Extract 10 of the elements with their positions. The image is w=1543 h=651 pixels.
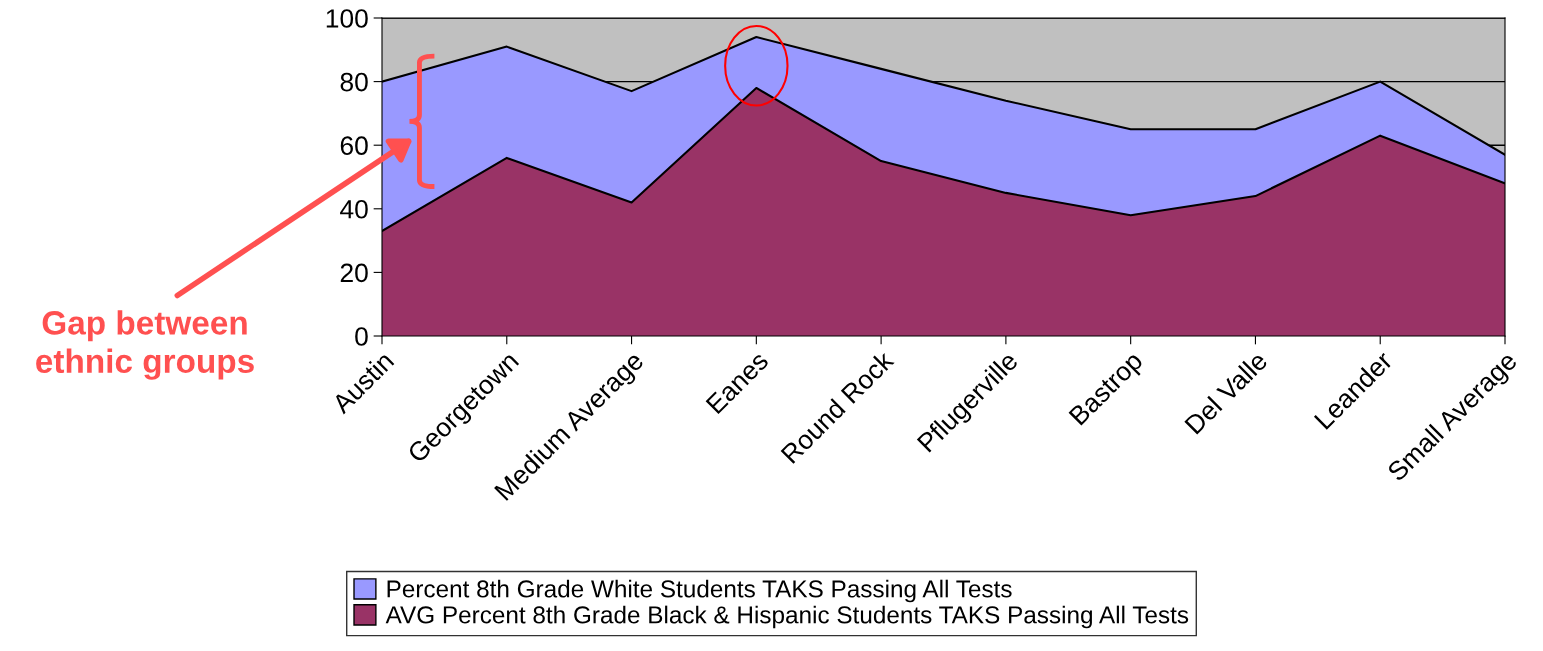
y-tick-label: 0 — [355, 327, 368, 346]
y-tick-label: 60 — [340, 136, 368, 156]
y-tick-label: 20 — [340, 263, 368, 283]
legend-label: Percent 8th Grade White Students TAKS Passing All Tests — [387, 579, 1012, 603]
y-tick-label: 40 — [340, 199, 368, 219]
text: Gap between ethnic groups — [36, 310, 254, 380]
y-tick-label: 100 — [326, 9, 368, 28]
legend-label: AVG Percent 8th Grade Black & Hispanic Students TAKS Passing All Tests — [385, 605, 1189, 629]
x-tick-label: Del Valle — [1183, 350, 1269, 435]
y-tick-label: 80 — [340, 72, 368, 92]
